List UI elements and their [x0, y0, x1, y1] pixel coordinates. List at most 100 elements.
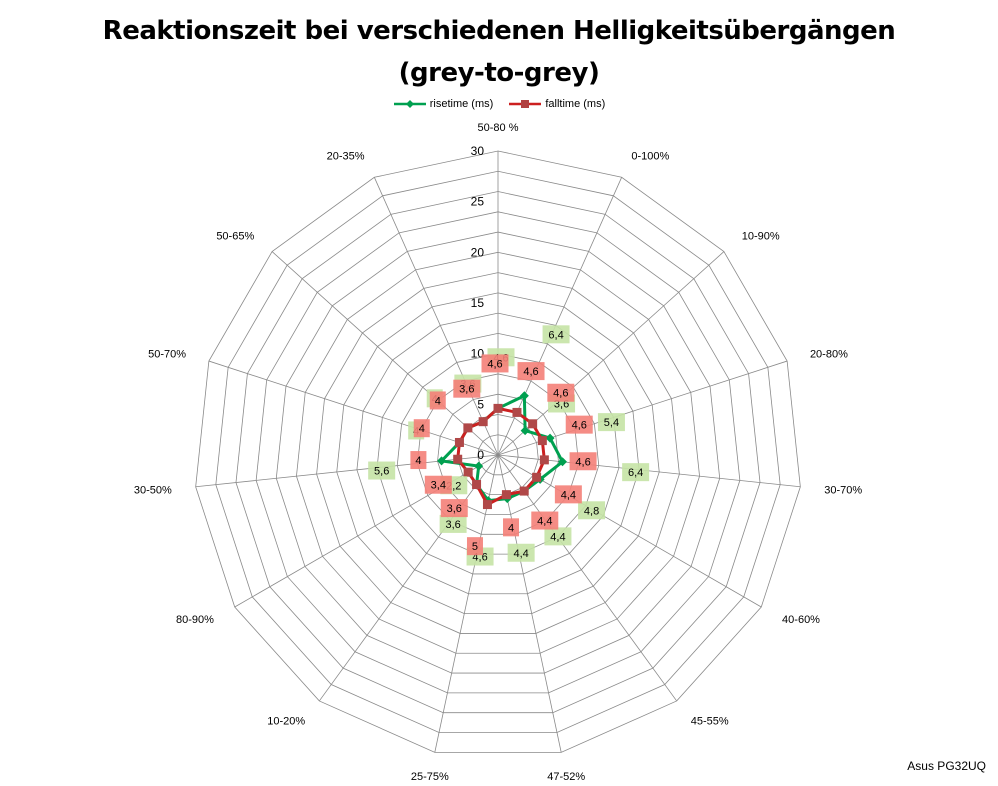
- falltime-label-bg: [413, 419, 430, 438]
- falltime-marker: [501, 490, 511, 500]
- falltime-marker: [512, 407, 522, 417]
- risetime-marker: [545, 433, 555, 443]
- category-label: 30-50%: [134, 484, 172, 496]
- legend-label-risetime: risetime (ms): [429, 98, 494, 110]
- falltime-label-bg: [440, 499, 468, 518]
- gridline-ring: [336, 292, 660, 614]
- falltime-data-label: 5: [472, 541, 478, 553]
- falltime-data-label: 4,6: [572, 420, 587, 432]
- falltime-marker: [463, 423, 473, 433]
- axis-spoke: [373, 177, 499, 456]
- falltime-data-label: 4: [508, 522, 514, 534]
- gridline-ring: [477, 434, 519, 476]
- axis-spoke: [208, 360, 499, 456]
- gridline-ring: [215, 170, 781, 733]
- tick-label: 10: [471, 347, 485, 361]
- category-label: 80-90%: [176, 614, 214, 626]
- risetime-label-bg: [597, 413, 625, 432]
- category-label: 10-90%: [742, 231, 780, 243]
- risetime-data-label: 5,4: [604, 417, 619, 429]
- risetime-label-bg: [368, 461, 396, 480]
- legend-label-falltime: falltime (ms): [545, 98, 606, 110]
- legend-item-falltime: falltime (ms): [508, 98, 605, 110]
- falltime-label-bg: [503, 518, 520, 537]
- axis-spoke: [497, 454, 678, 702]
- falltime-data-label: 3,4: [431, 480, 446, 492]
- tick-label: 25: [471, 195, 485, 209]
- falltime-data-label: 4: [415, 455, 421, 467]
- falltime-marker: [472, 480, 482, 490]
- risetime-data-label: 4,8: [584, 505, 599, 517]
- falltime-data-label: 3,6: [447, 503, 462, 515]
- chart-title-line-2: (grey-to-grey): [398, 58, 600, 88]
- category-label: 40-60%: [782, 614, 820, 626]
- falltime-marker: [493, 403, 503, 413]
- tick-label: 20: [471, 245, 485, 259]
- falltime-data-label: 4,6: [523, 366, 538, 378]
- category-label: 20-35%: [327, 150, 365, 162]
- falltime-label-bg: [547, 383, 575, 402]
- falltime-label-bg: [424, 475, 452, 494]
- falltime-label-bg: [410, 451, 427, 470]
- falltime-label-bg: [569, 452, 597, 471]
- category-label: 47-52%: [547, 771, 585, 783]
- falltime-data-label: 4,4: [561, 489, 576, 501]
- gridline-ring: [376, 332, 620, 575]
- falltime-label-bg: [481, 354, 509, 373]
- legend-item-risetime: risetime (ms): [393, 98, 494, 110]
- gridline-ring: [296, 251, 700, 654]
- falltime-marker: [478, 417, 488, 427]
- gridline-ring: [235, 191, 761, 714]
- tick-label: 5: [477, 397, 484, 411]
- falltime-label-bg: [565, 415, 593, 434]
- falltime-data-label: 4,6: [487, 358, 502, 370]
- falltime-marker: [528, 419, 538, 429]
- falltime-data-label: 4: [419, 423, 425, 435]
- falltime-data-label: 4,6: [553, 388, 568, 400]
- data-labels: 4,66,43,65,46,44,84,44,44,63,62,25,6443,…: [368, 325, 650, 566]
- series-layer: [437, 391, 567, 510]
- gridline-ring: [255, 211, 741, 694]
- falltime-label-bg: [554, 485, 582, 504]
- risetime-marker: [437, 456, 447, 466]
- risetime-data-label: 4,4: [513, 548, 528, 560]
- gridline-ring: [396, 353, 600, 555]
- chart-title: Reaktionszeit bei verschiedenen Helligke…: [0, 10, 998, 94]
- risetime-marker: [557, 457, 567, 467]
- falltime-marker: [519, 486, 529, 496]
- gridline-ring: [195, 150, 801, 753]
- falltime-marker: [453, 454, 463, 464]
- risetime-data-label: 6,4: [628, 467, 643, 479]
- legend-swatch-risetime: [393, 100, 426, 108]
- series-line-falltime: [456, 406, 546, 507]
- falltime-label-bg: [429, 391, 446, 410]
- risetime-label-bg: [544, 527, 572, 546]
- gridline-ring: [416, 373, 580, 535]
- axis-spoke: [271, 251, 499, 456]
- category-label: 10-20%: [267, 715, 305, 727]
- gridline-ring: [356, 312, 640, 595]
- credit-text: Asus PG32UQ: [907, 759, 986, 773]
- axis-spoke: [497, 454, 562, 753]
- category-label: 45-55%: [691, 715, 729, 727]
- chart-title-line-1: Reaktionszeit bei verschiedenen Helligke…: [102, 16, 896, 46]
- risetime-data-label: 4,4: [550, 531, 565, 543]
- risetime-marker: [474, 461, 484, 471]
- falltime-data-label: 4,4: [537, 516, 552, 528]
- risetime-label-bg: [507, 543, 535, 562]
- falltime-marker: [454, 437, 464, 447]
- axis-labels: 0 5 10 15 20 25 30 50-80 % 0-100% 10-90% 20-80% 30-…: [134, 122, 862, 783]
- falltime-marker: [539, 455, 549, 465]
- risetime-label-bg: [542, 325, 570, 344]
- falltime-label-bg: [531, 511, 559, 530]
- legend-swatch-falltime: [509, 100, 542, 108]
- risetime-label-bg: [578, 501, 606, 520]
- falltime-data-label: 3,6: [459, 384, 474, 396]
- gridline-ring: [316, 272, 680, 634]
- radar-grid: [195, 150, 801, 753]
- falltime-data-label: 4: [435, 395, 441, 407]
- falltime-marker: [532, 472, 542, 482]
- category-label: 50-65%: [216, 231, 254, 243]
- risetime-marker: [520, 426, 530, 436]
